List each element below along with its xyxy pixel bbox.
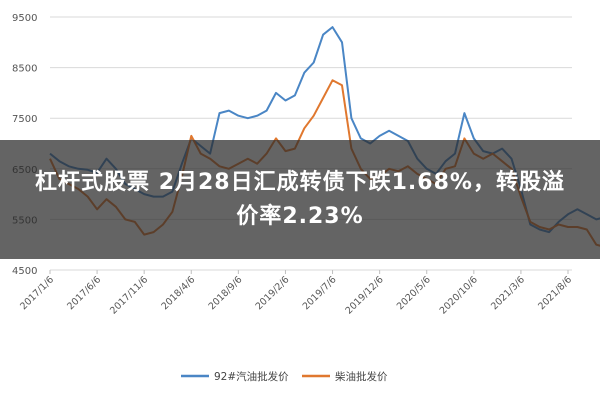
- x-axis-ticks: 2017/1/6 2017/6/6 2017/11/6 2018/4/6 2018/9/…: [18, 270, 574, 317]
- legend: 92#汽油批发价 柴油批发价: [181, 370, 388, 383]
- x-tick-label: 2019/2/6: [254, 274, 292, 312]
- x-tick-label: 2021/3/6: [489, 274, 527, 312]
- x-tick-label: 2019/7/6: [301, 274, 339, 312]
- headline-line-1: 杠杆式股票 2月28日汇成转债下跌1.68%，转股溢: [35, 169, 565, 195]
- x-tick-label: 2017/11/6: [108, 274, 150, 316]
- y-tick-label: 8500: [12, 64, 37, 75]
- headline-line-2: 价率2.23%: [236, 203, 364, 229]
- y-tick-label: 4500: [12, 266, 37, 277]
- headline-banner: 杠杆式股票 2月28日汇成转债下跌1.68%，转股溢 价率2.23%: [0, 140, 600, 259]
- x-tick-label: 2020/5/6: [395, 274, 433, 312]
- y-tick-label: 9500: [12, 13, 37, 24]
- x-tick-label: 2018/4/6: [159, 274, 197, 312]
- x-tick-label: 2021/8/6: [536, 274, 574, 312]
- legend-label-92-gasoline: 92#汽油批发价: [214, 370, 289, 383]
- x-tick-label: 2017/6/6: [65, 274, 103, 312]
- legend-label-diesel: 柴油批发价: [335, 370, 388, 383]
- x-tick-label: 2018/9/6: [207, 274, 245, 312]
- x-tick-label: 2017/1/6: [18, 274, 56, 312]
- y-tick-label: 7500: [12, 114, 37, 125]
- x-tick-label: 2019/12/6: [344, 274, 386, 316]
- x-tick-label: 2020/10/6: [438, 274, 480, 316]
